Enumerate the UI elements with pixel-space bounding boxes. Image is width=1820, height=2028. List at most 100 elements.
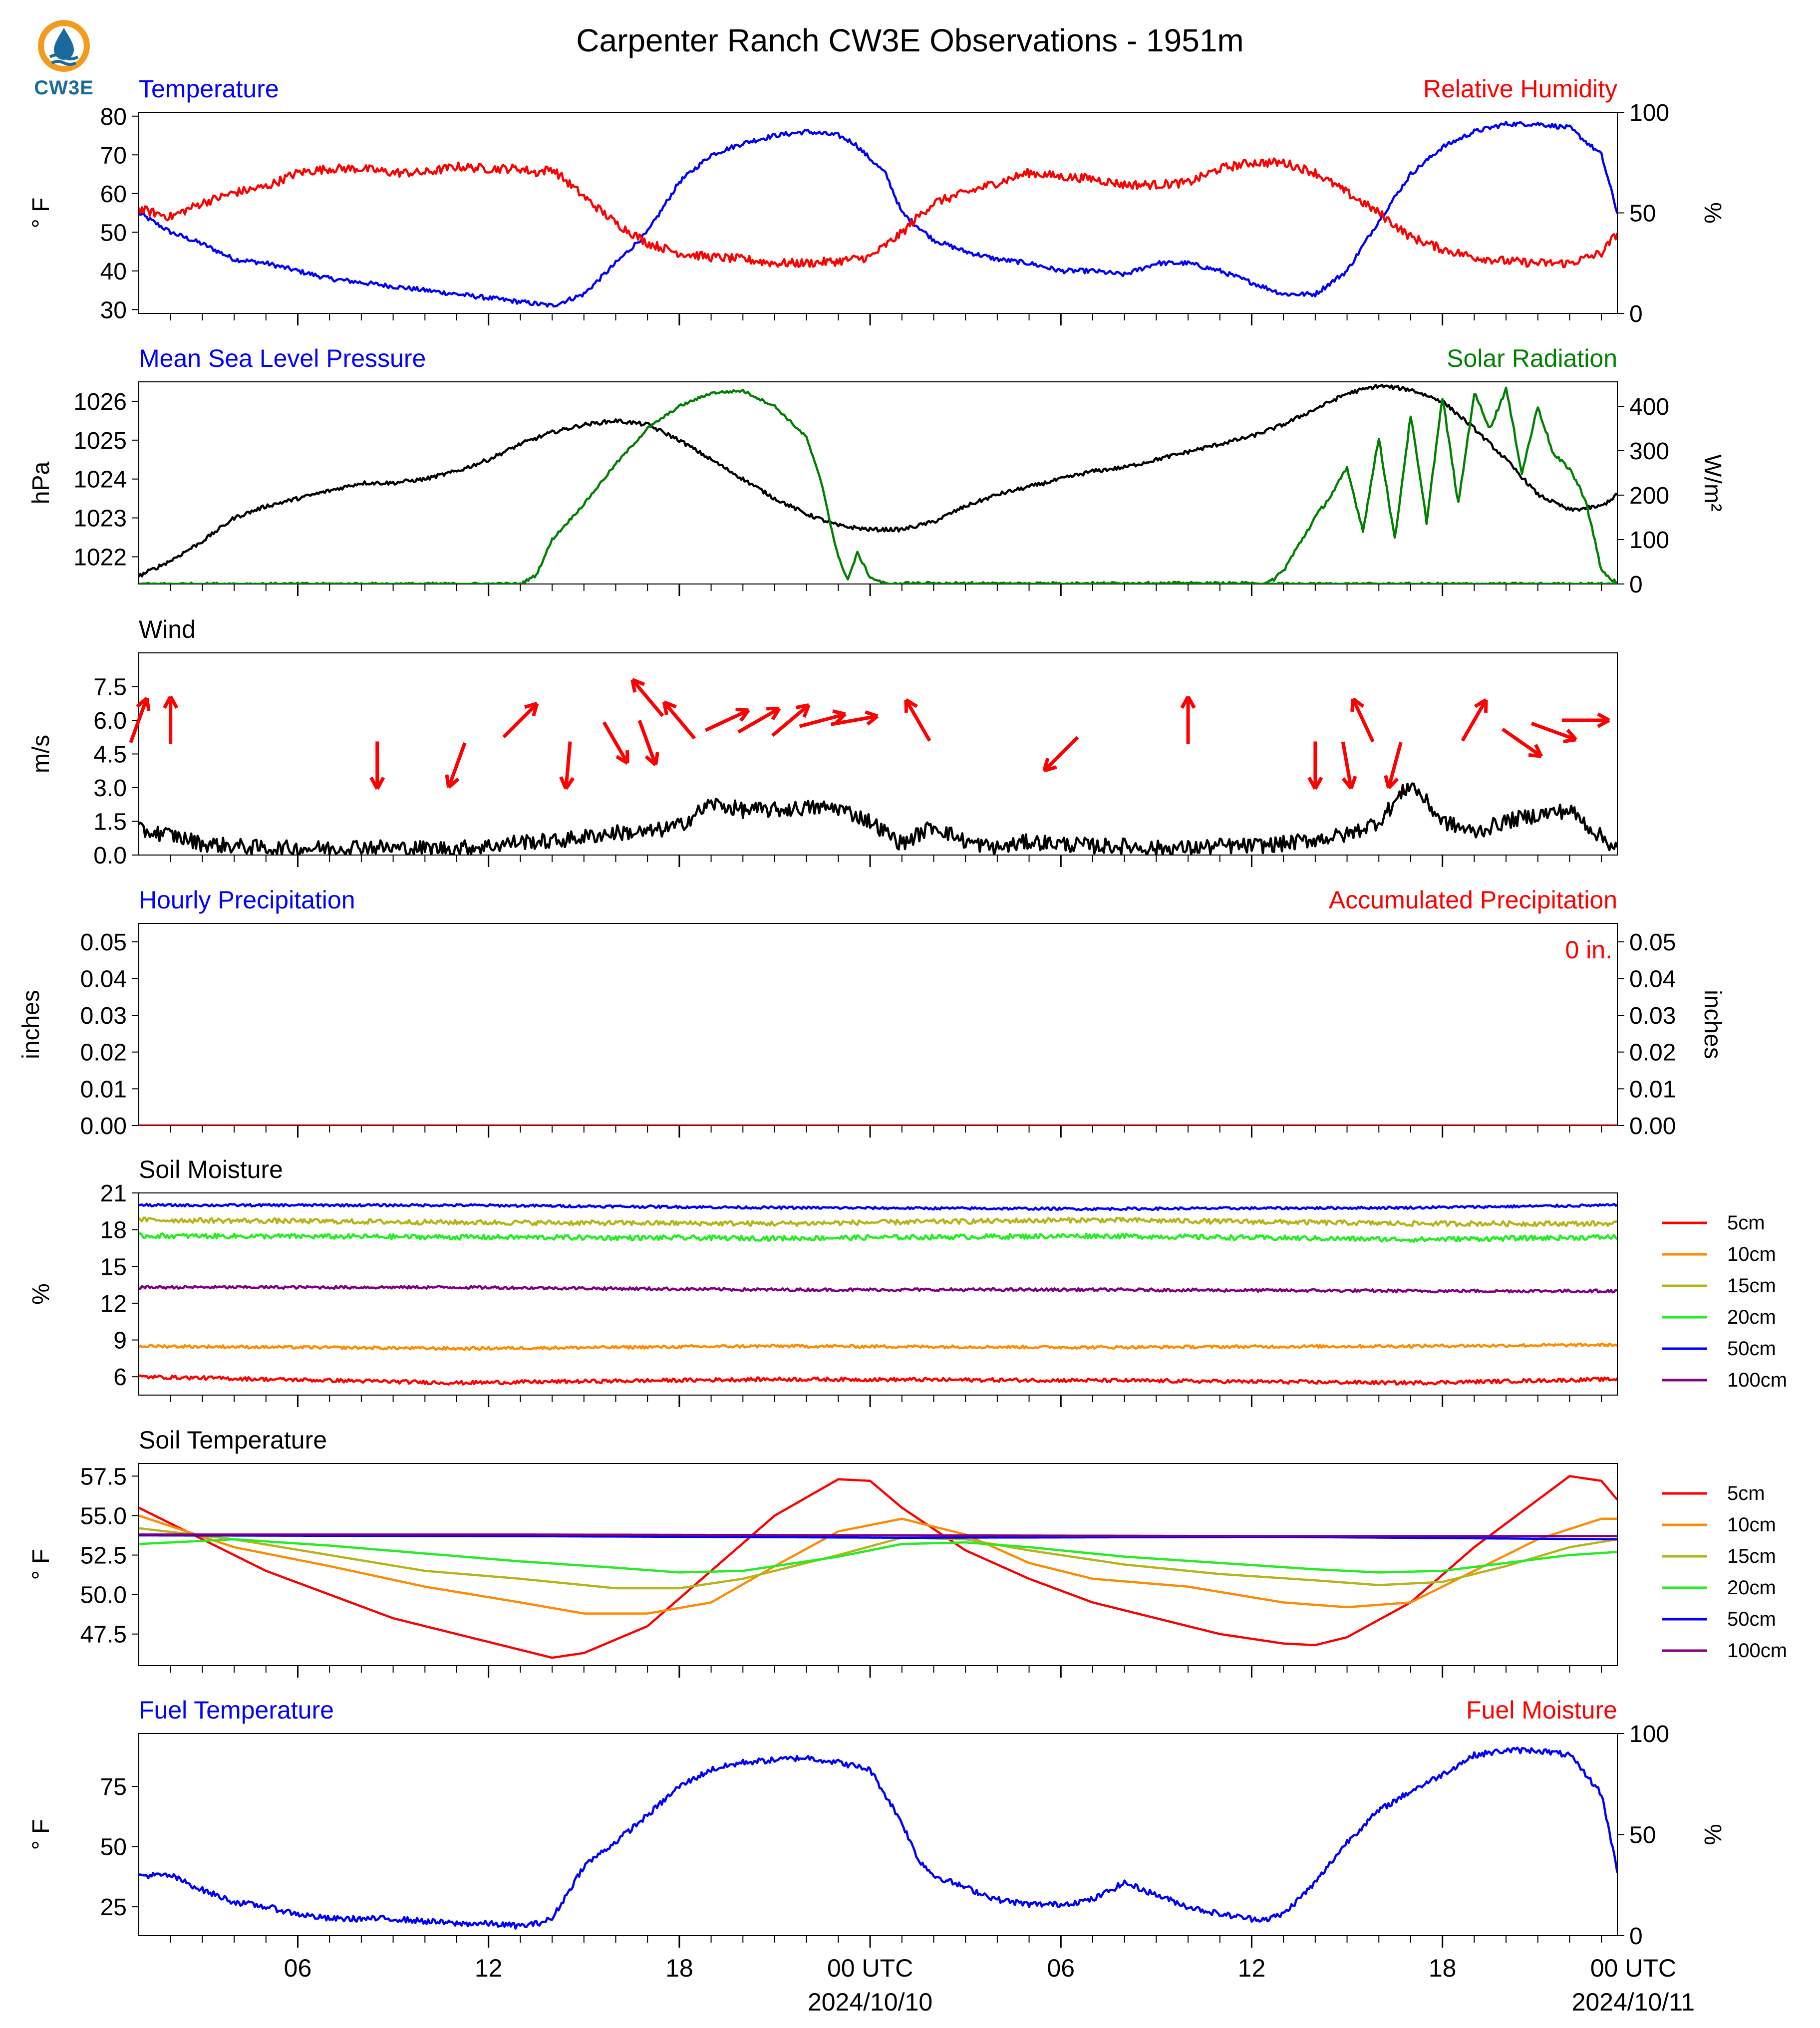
x-tick-label: 18 — [665, 1954, 693, 1982]
y-tick-label: 3.0 — [93, 775, 127, 802]
legend-label: 100cm — [1727, 1369, 1787, 1391]
y-tick-label: 50 — [100, 220, 127, 246]
panel-fuel — [132, 1733, 1624, 1948]
y-tick-label: 1025 — [73, 428, 127, 454]
wind-arrow — [1530, 721, 1577, 744]
y-axis-label: hPa — [28, 461, 54, 504]
logo-text: CW3E — [34, 77, 94, 99]
wind-arrow — [1341, 741, 1357, 790]
y-tick-label: 55.0 — [80, 1503, 127, 1529]
cw3e-logo: CW3E — [29, 17, 99, 102]
panel-title-left: Soil Temperature — [139, 1426, 327, 1454]
y-axis-label: m/s — [28, 735, 54, 773]
y-axis-label: ° F — [28, 198, 54, 229]
y-tick-label: 57.5 — [80, 1463, 127, 1490]
y-tick-label: 75 — [100, 1774, 127, 1800]
y-axis-label-right: % — [1699, 1824, 1726, 1845]
x-tick-label: 06 — [1047, 1954, 1075, 1982]
series-line-50cm — [139, 1202, 1617, 1211]
legend-label: 10cm — [1727, 1243, 1776, 1265]
legend-entry: 100cm — [1662, 1369, 1787, 1391]
series-line-100cm — [139, 1284, 1617, 1294]
legend-entry: 50cm — [1662, 1608, 1776, 1630]
series-line-left-0 — [139, 1746, 1617, 1930]
y-tick-label-right: 0 — [1629, 572, 1643, 598]
series-line-left-0 — [139, 383, 1617, 578]
y-tick-label: 0.05 — [80, 929, 127, 956]
y-tick-label-right: 50 — [1629, 1822, 1656, 1849]
series-line-left-0 — [139, 782, 1617, 855]
wind-arrow — [1180, 695, 1196, 744]
x-date-label: 2024/10/10 — [808, 1988, 932, 2016]
y-tick-label-right: 50 — [1629, 201, 1656, 227]
y-tick-label-right: 300 — [1629, 438, 1669, 465]
panel-title-left: Fuel Temperature — [139, 1696, 334, 1724]
wind-arrow — [1461, 698, 1488, 742]
legend-label: 100cm — [1727, 1640, 1787, 1662]
wind-arrow — [737, 706, 781, 734]
panel-title-right: Solar Radiation — [1447, 344, 1617, 372]
panel-title-left: Wind — [139, 615, 196, 643]
panel-title-left: Mean Sea Level Pressure — [139, 344, 426, 372]
y-axis-label: ° F — [28, 1549, 54, 1580]
legend-label: 15cm — [1727, 1275, 1776, 1297]
y-tick-label: 52.5 — [80, 1543, 127, 1569]
y-tick-label-right: 0.02 — [1629, 1040, 1676, 1066]
y-tick-label: 4.5 — [93, 742, 127, 768]
y-tick-label-right: 0.01 — [1629, 1076, 1676, 1103]
y-tick-label: 0.0 — [93, 843, 127, 869]
y-axis-label: % — [28, 1283, 54, 1305]
wind-arrow — [1350, 697, 1375, 743]
y-tick-label-right: 0 — [1629, 1923, 1643, 1950]
y-tick-label: 1026 — [73, 389, 127, 415]
legend-entry: 5cm — [1662, 1482, 1765, 1504]
accumulated-precip-annotation: 0 in. — [1565, 936, 1612, 964]
x-date-label: 2024/10/11 — [1572, 1988, 1695, 2016]
y-tick-label-right: 200 — [1629, 483, 1669, 509]
series-line-50cm — [139, 1534, 1617, 1541]
legend-entry: 50cm — [1662, 1338, 1776, 1360]
x-tick-label: 12 — [475, 1954, 503, 1982]
x-tick-label: 06 — [284, 1954, 312, 1982]
legend-entry: 15cm — [1662, 1275, 1776, 1297]
y-tick-label-right: 0.04 — [1629, 966, 1676, 992]
y-tick-label: 7.5 — [93, 674, 127, 701]
wind-arrow — [163, 695, 179, 744]
axes-frame — [138, 923, 1618, 1126]
wind-arrow — [830, 710, 879, 726]
panel-title-right: Fuel Moisture — [1466, 1696, 1617, 1724]
y-tick-label: 6.0 — [93, 708, 127, 734]
legend-label: 20cm — [1727, 1577, 1776, 1599]
wind-arrow — [704, 707, 750, 732]
panel-title-right: Accumulated Precipitation — [1329, 886, 1617, 914]
axes-frame — [138, 1192, 1618, 1396]
panel-soil_moisture: 5cm 10cm 15cm 20cm 50cm 100cm — [132, 1192, 1787, 1407]
y-tick-label: 1024 — [73, 467, 127, 493]
axes-frame — [138, 381, 1618, 584]
y-tick-label: 0.02 — [80, 1040, 127, 1066]
legend-label: 50cm — [1727, 1608, 1776, 1630]
y-axis-label-right: W/m² — [1699, 454, 1726, 512]
wind-arrow — [630, 678, 664, 717]
wind-arrow — [445, 742, 467, 789]
series-line-right-1 — [139, 388, 1617, 584]
y-tick-label-right: 100 — [1629, 527, 1669, 554]
wind-arrow — [1042, 736, 1079, 773]
y-tick-label: 21 — [100, 1180, 127, 1207]
panel-title-left: Temperature — [139, 75, 279, 103]
legend-entry: 15cm — [1662, 1545, 1776, 1567]
y-tick-label: 70 — [100, 142, 127, 169]
panel-pressure_solar — [132, 381, 1624, 596]
y-tick-label: 1.5 — [93, 809, 127, 836]
wind-arrow — [637, 720, 659, 767]
series-line-right-2 — [902, 386, 1617, 584]
legend-label: 20cm — [1727, 1306, 1776, 1328]
wind-arrow — [1307, 741, 1323, 790]
series-line-left-0 — [139, 121, 1617, 308]
panel-title-right: Relative Humidity — [1423, 75, 1617, 103]
legend-entry: 5cm — [1662, 1212, 1765, 1234]
y-tick-label: 50 — [100, 1834, 127, 1861]
wind-arrow — [662, 700, 696, 740]
y-axis-label: inches — [18, 990, 44, 1059]
